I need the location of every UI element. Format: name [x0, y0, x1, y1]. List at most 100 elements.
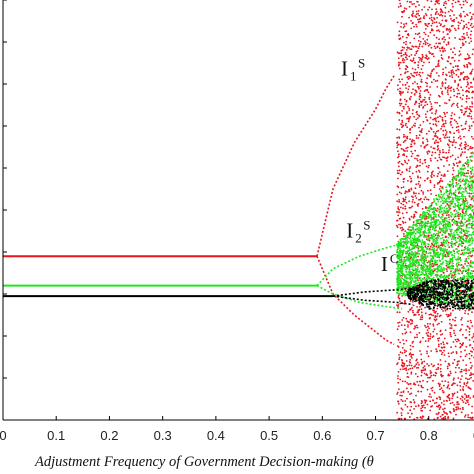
chaos-point	[429, 74, 432, 77]
chaos-point	[402, 291, 405, 294]
chaos-point	[455, 269, 458, 272]
chaos-point	[439, 330, 442, 333]
chaos-point	[457, 201, 459, 204]
chaos-point	[427, 338, 430, 340]
chaos-point	[448, 218, 451, 221]
chaos-point	[448, 397, 451, 400]
chaos-point	[405, 250, 407, 253]
chaos-point	[468, 219, 471, 222]
chaos-point	[440, 350, 443, 352]
chaos-point	[438, 198, 440, 201]
chaos-point	[442, 261, 445, 263]
chaos-point	[457, 75, 460, 78]
chaos-point	[408, 353, 411, 356]
chaos-point	[437, 29, 440, 31]
chaos-point	[407, 241, 410, 243]
chaos-point	[466, 201, 469, 204]
chaos-point	[470, 354, 473, 357]
chaos-point	[465, 372, 467, 375]
chaos-point	[436, 253, 439, 256]
chaos-point	[463, 398, 466, 400]
chaos-point	[432, 330, 435, 333]
chaos-point	[421, 248, 424, 251]
chaos-point	[433, 318, 436, 321]
chaos-point	[439, 140, 442, 142]
chaos-point	[464, 189, 467, 192]
chaos-point	[415, 324, 418, 327]
chaos-point	[433, 252, 436, 254]
chaos-point	[470, 367, 472, 369]
chaos-point	[469, 388, 472, 390]
chaos-point	[424, 41, 427, 44]
chaos-point	[454, 230, 456, 232]
chaos-point	[432, 233, 435, 236]
chaos-point	[408, 97, 411, 100]
chaos-point	[455, 126, 458, 129]
chaos-point	[459, 135, 461, 138]
chaos-point	[451, 117, 453, 120]
chaos-point	[453, 90, 455, 93]
chaos-point	[461, 215, 463, 218]
chaos-point	[434, 227, 436, 230]
chaos-point	[420, 402, 423, 405]
chaos-point	[397, 88, 399, 91]
chaos-point	[399, 341, 401, 344]
chaos-point	[421, 417, 423, 420]
chaos-point	[455, 120, 458, 123]
chaos-point	[425, 81, 427, 84]
chaos-point	[467, 262, 470, 265]
chaos-point	[415, 197, 418, 199]
chaos-point	[467, 399, 469, 401]
chaos-point	[449, 314, 452, 316]
chaos-point	[409, 59, 412, 62]
chaos-point	[396, 391, 399, 394]
chaos-point	[450, 192, 453, 195]
chaos-point	[451, 183, 454, 185]
chaos-point	[414, 277, 417, 280]
chaos-point	[398, 38, 401, 40]
chaos-point	[437, 269, 440, 272]
chaos-point	[402, 124, 404, 127]
chaos-point	[414, 260, 416, 263]
chaos-point	[407, 159, 410, 162]
chaos-point	[426, 322, 429, 325]
chaos-point	[401, 380, 404, 383]
chaos-point	[468, 129, 470, 132]
chaos-point	[413, 284, 416, 286]
chaos-point	[471, 102, 474, 105]
chaos-point	[415, 269, 418, 272]
chaos-point	[462, 188, 465, 190]
chaos-point	[398, 63, 400, 66]
chaos-point	[397, 255, 400, 257]
chaos-point	[427, 45, 430, 47]
chaos-point	[471, 272, 474, 275]
chaos-point	[471, 412, 473, 414]
chaos-point	[468, 216, 471, 219]
chaos-point	[468, 115, 470, 118]
chaos-point	[466, 246, 469, 249]
chaos-point	[455, 69, 457, 72]
chaos-point	[451, 10, 454, 13]
chaos-point	[410, 405, 413, 408]
chaos-point	[441, 270, 444, 272]
chaos-point	[429, 222, 432, 225]
chaos-point	[406, 91, 409, 93]
chaos-point	[464, 151, 466, 154]
chaos-point	[447, 0, 450, 2]
chaos-point	[398, 211, 401, 214]
chaos-point	[458, 116, 461, 119]
chaos-point	[397, 84, 399, 87]
chaos-point	[396, 311, 399, 314]
chaos-point	[457, 252, 460, 255]
chaos-point	[459, 269, 461, 272]
chaos-point	[436, 241, 439, 244]
chaos-point	[402, 222, 405, 224]
chaos-point	[452, 287, 455, 290]
chaos-point	[471, 275, 474, 278]
chaos-point	[452, 218, 455, 221]
chaos-point	[464, 162, 467, 165]
chaos-point	[418, 313, 420, 316]
chaos-point	[398, 261, 401, 264]
chaos-point	[401, 292, 403, 295]
chaos-point	[429, 181, 432, 184]
